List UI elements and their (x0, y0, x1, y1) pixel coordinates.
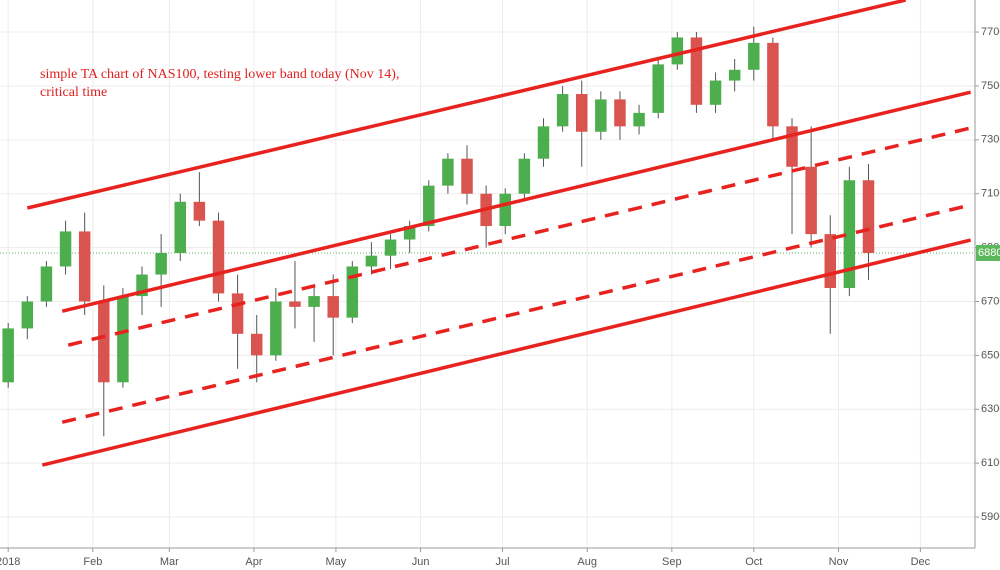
y-tick-label: 6300 (981, 403, 1000, 415)
y-tick-label: 6500 (981, 349, 1000, 361)
trend-line (61, 203, 972, 424)
x-tick-label: Apr (245, 556, 262, 568)
x-tick-label: May (326, 556, 347, 568)
candle-body (518, 158, 531, 194)
candle-body (174, 201, 186, 253)
candle-body (614, 99, 626, 127)
candle-body (231, 293, 244, 334)
x-tick-label: Nov (829, 556, 849, 568)
candle-body (423, 185, 435, 227)
candle-body (786, 126, 798, 167)
annotation: simple TA chart of NAS100, testing lower… (40, 67, 399, 82)
y-tick-label: 7500 (981, 80, 1000, 92)
y-tick-label: 7100 (981, 188, 1000, 200)
y-tick-label: 7300 (981, 134, 1000, 146)
candle-body (556, 94, 569, 127)
trend-line (67, 126, 972, 347)
y-tick-label: 5900 (981, 511, 1000, 523)
candle-body (461, 158, 473, 194)
y-tick-label: 6100 (981, 457, 1000, 469)
candle-body (595, 99, 607, 132)
x-tick-label: Oct (745, 556, 762, 568)
candle-body (250, 333, 263, 356)
candle-body (403, 226, 416, 240)
candle-body (2, 328, 14, 383)
y-tick-label: 6700 (981, 295, 1000, 307)
candle-body (862, 180, 875, 253)
candle-body (98, 301, 110, 383)
candle-body (21, 301, 34, 329)
candle-body (193, 201, 206, 221)
candle-body (40, 266, 53, 302)
trend-line (61, 90, 972, 313)
candle-body (728, 69, 741, 81)
candle-body (499, 193, 511, 227)
candle-body (289, 301, 301, 307)
x-tick-label: Sep (662, 556, 682, 568)
x-tick-label: Aug (577, 556, 597, 568)
candle-body (709, 80, 722, 105)
trend-line (41, 238, 972, 467)
x-tick-label: Jun (412, 556, 430, 568)
candle-body (136, 274, 148, 297)
x-tick-label: Dec (911, 556, 931, 568)
candle-body (843, 180, 856, 289)
candle-body (442, 158, 454, 186)
candle-body (270, 301, 282, 356)
candle-body (212, 220, 225, 294)
candle-body (308, 296, 320, 307)
last-price-label: 6880 (978, 247, 1000, 259)
candle-body (652, 64, 664, 113)
x-tick-label: Jul (495, 556, 509, 568)
annotation: critical time (40, 85, 107, 100)
candle-body (365, 255, 378, 267)
candle-body (690, 37, 703, 105)
candle-body (59, 231, 72, 267)
x-tick-label: Mar (160, 556, 179, 568)
candle-body (327, 296, 339, 318)
candle-body (671, 37, 684, 65)
candle-body (155, 252, 167, 275)
x-tick-label: 2018 (0, 556, 20, 568)
candle-body (767, 42, 779, 127)
candle-body (117, 296, 129, 383)
candle-body (824, 234, 836, 289)
candle-body (575, 94, 588, 132)
candle-body (633, 112, 645, 127)
x-tick-label: Feb (83, 556, 102, 568)
candle-body (537, 126, 550, 159)
candle-body (384, 239, 397, 256)
trend-line (26, 0, 907, 210)
last-price-tag (976, 244, 1000, 261)
candle-body (805, 166, 817, 235)
candle-body (78, 231, 91, 302)
candle-body (346, 266, 359, 318)
candle-body (748, 42, 760, 70)
